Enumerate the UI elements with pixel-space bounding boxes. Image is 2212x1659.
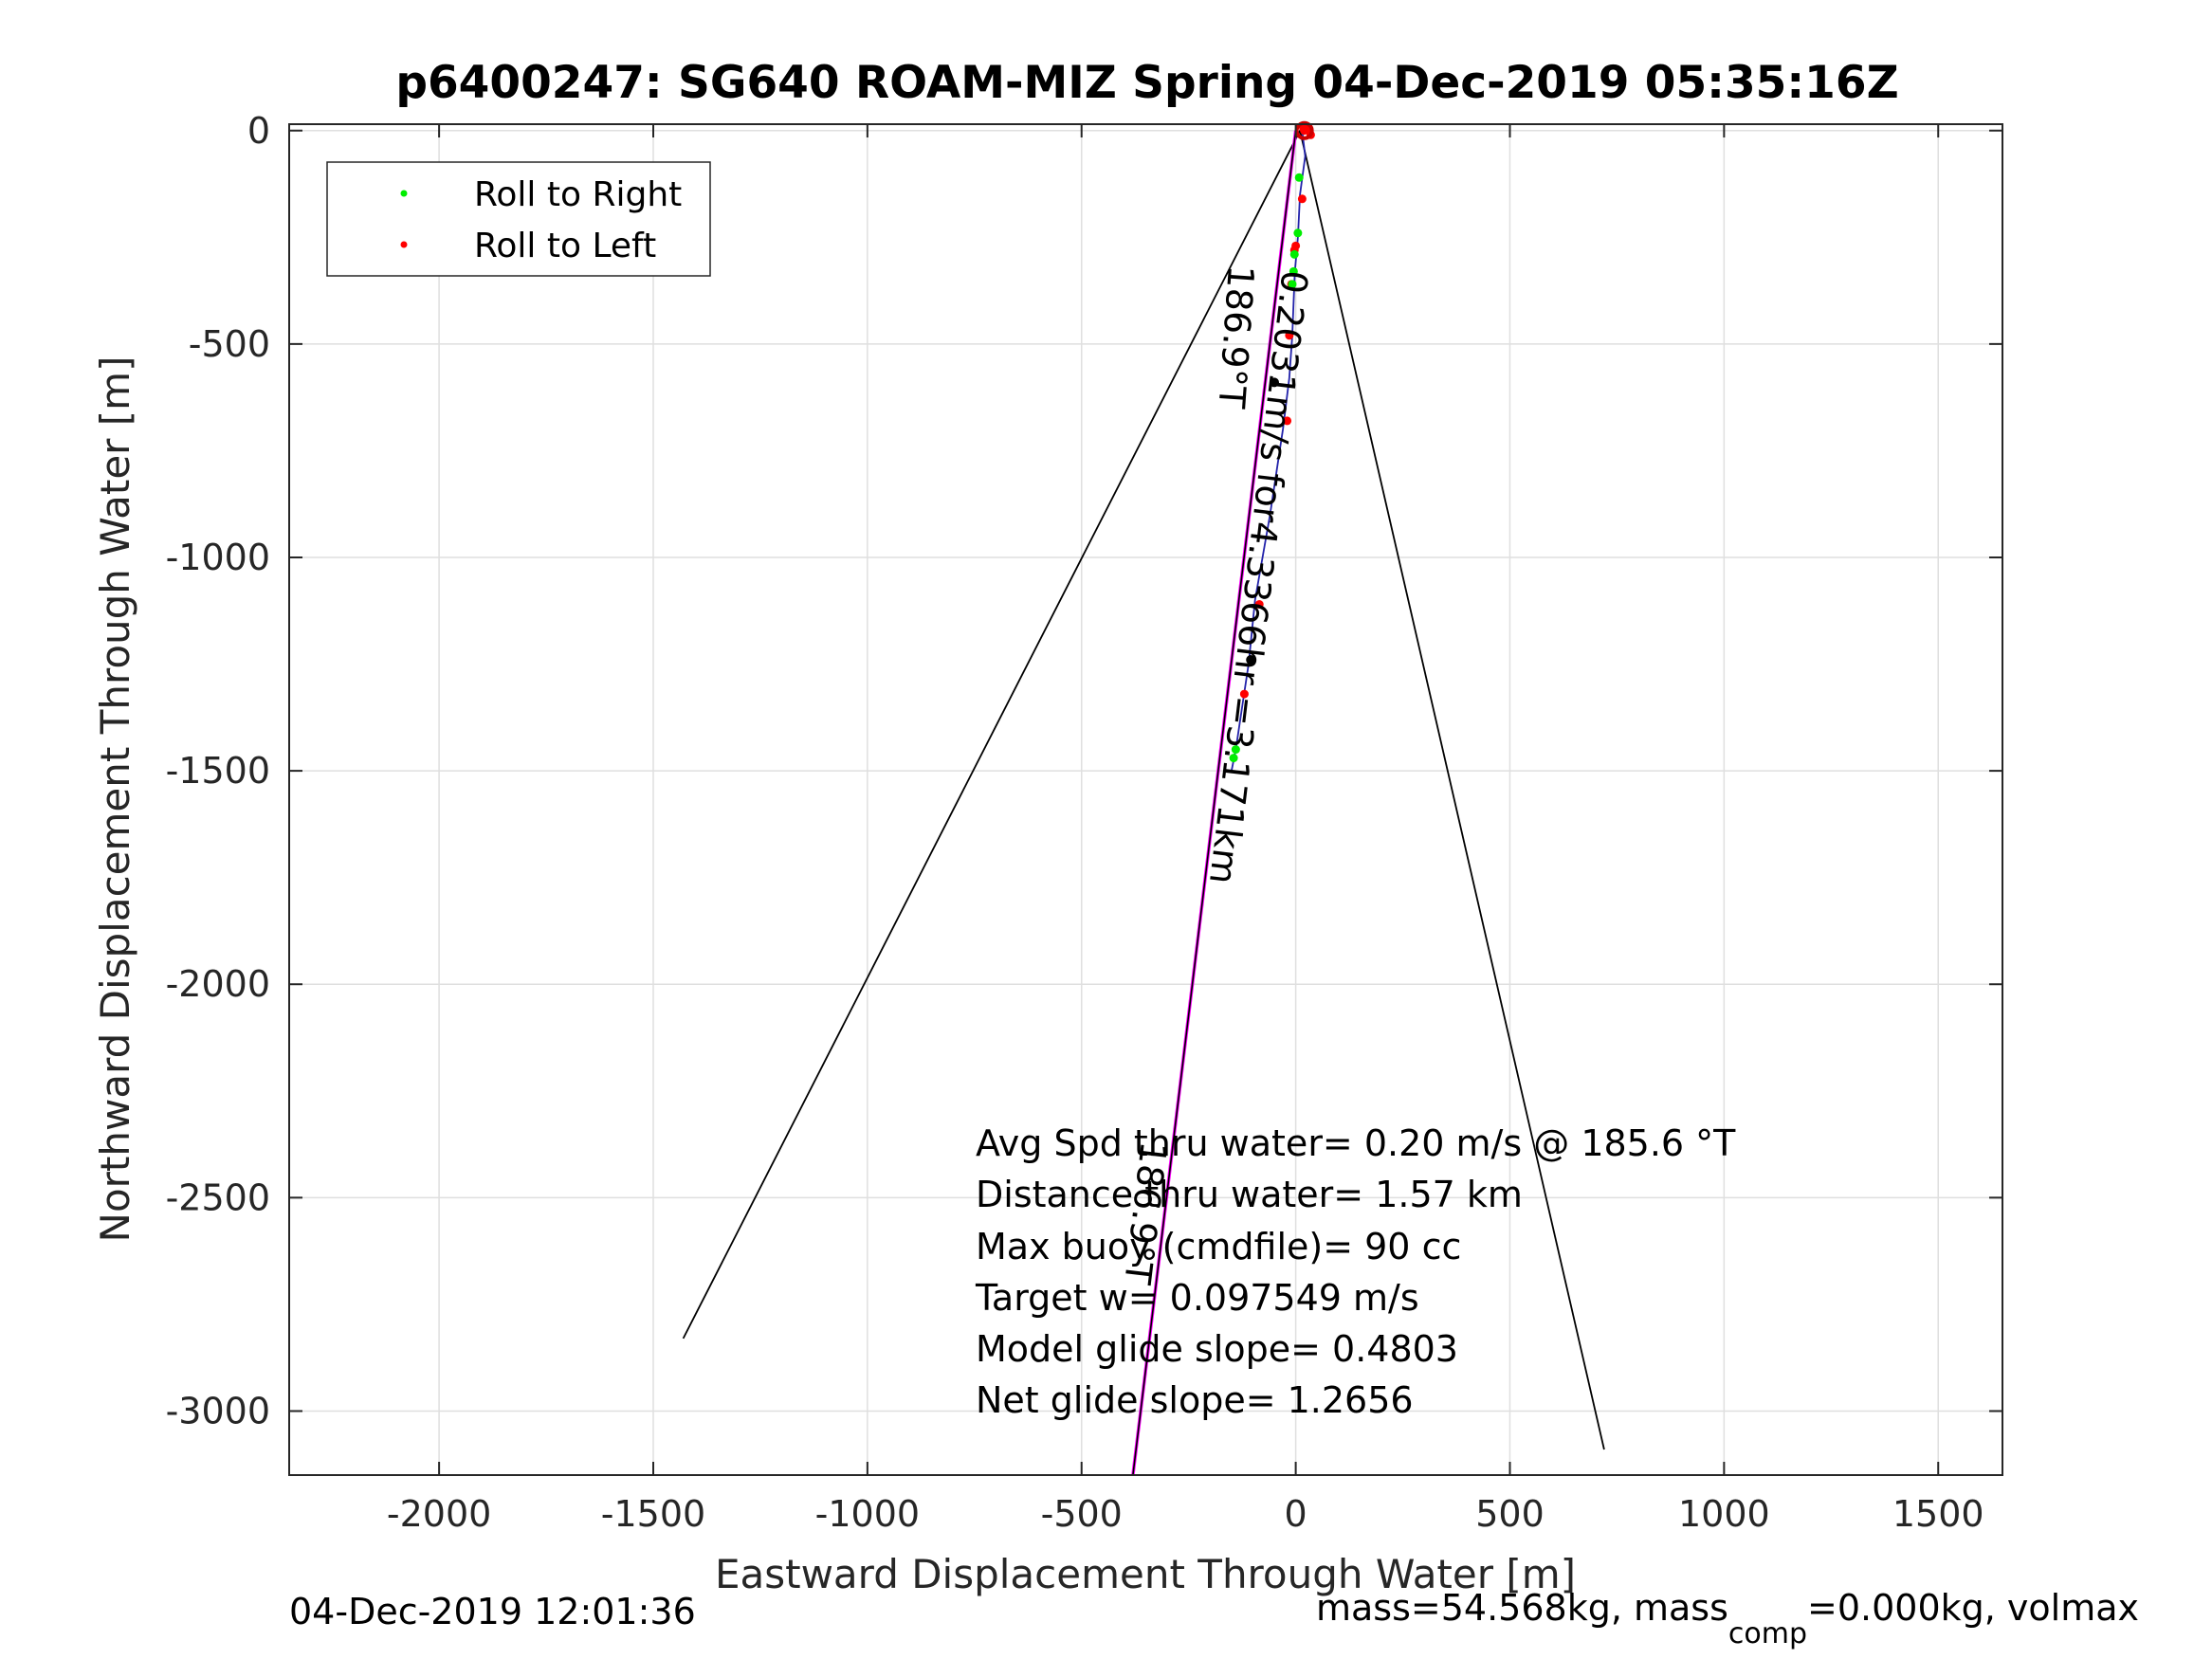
footer-mass-info: mass=54.568kg, masscomp=0.000kg, volmax bbox=[1316, 1587, 2139, 1650]
data-series bbox=[682, 120, 1605, 1476]
start-marker bbox=[1294, 120, 1314, 140]
stat-distance: Distance thru water= 1.57 km bbox=[976, 1174, 1523, 1215]
stat-net-glide: Net glide slope= 1.2656 bbox=[976, 1379, 1414, 1421]
stat-max-buoy: Max buoy (cmdfile)= 90 cc bbox=[976, 1226, 1461, 1267]
track-point bbox=[1270, 377, 1280, 388]
plot-area bbox=[289, 124, 2002, 1475]
grid-lines bbox=[289, 124, 2002, 1475]
track-point bbox=[1246, 655, 1256, 665]
roll-left-point bbox=[1254, 600, 1264, 610]
roll-left-point bbox=[1283, 416, 1292, 426]
roll-right-point bbox=[1288, 280, 1297, 289]
roll-left-point bbox=[1297, 194, 1307, 204]
roll-right-point bbox=[1231, 745, 1240, 755]
x-tick-label: 500 bbox=[1475, 1493, 1545, 1535]
roll-right-point bbox=[1294, 173, 1304, 182]
legend-marker-roll-right bbox=[400, 190, 408, 197]
x-tick-label: -1000 bbox=[815, 1493, 920, 1535]
black-heading-line bbox=[1132, 130, 1297, 1476]
footer-timestamp: 04-Dec-2019 12:01:36 bbox=[289, 1591, 696, 1632]
stats-annotation: Avg Spd thru water= 0.20 m/s @ 185.6 °T … bbox=[975, 1122, 1736, 1421]
x-tick-label: 1500 bbox=[1892, 1493, 1984, 1535]
chart-title: p6400247: SG640 ROAM-MIZ Spring 04-Dec-2… bbox=[395, 57, 1898, 109]
y-tick-label: -500 bbox=[189, 323, 270, 365]
footer-mass-subscript: comp bbox=[1728, 1617, 1807, 1650]
heading-label: 186.9°T bbox=[1210, 264, 1261, 410]
stat-model-glide: Model glide slope= 0.4803 bbox=[976, 1328, 1458, 1370]
x-tick-label: -500 bbox=[1041, 1493, 1123, 1535]
x-tick-label: -2000 bbox=[387, 1493, 491, 1535]
roll-right-point bbox=[1289, 249, 1299, 259]
footer-mass-prefix: mass=54.568kg, mass bbox=[1316, 1587, 1728, 1629]
y-tick-label: -2500 bbox=[166, 1176, 270, 1218]
y-tick-label: -3000 bbox=[166, 1390, 270, 1431]
y-tick-label: -1500 bbox=[166, 750, 270, 792]
roll-right-point bbox=[1229, 754, 1238, 763]
plot-legend: Roll to Right Roll to Left bbox=[326, 161, 711, 277]
y-axis-label: Northward Displacement Through Water [m] bbox=[92, 356, 138, 1243]
footer-mass-suffix: =0.000kg, volmax bbox=[1807, 1587, 2139, 1629]
roll-right-point bbox=[1293, 228, 1303, 238]
roll-right-point bbox=[1289, 266, 1298, 276]
stat-target-w: Target w= 0.097549 m/s bbox=[975, 1277, 1419, 1319]
x-tick-label: 0 bbox=[1285, 1493, 1307, 1535]
y-tick-label: 0 bbox=[247, 110, 270, 152]
legend-label-roll-right: Roll to Right bbox=[474, 175, 682, 214]
y-tick-label: -1000 bbox=[166, 537, 270, 578]
x-axis-label: Eastward Displacement Through Water [m] bbox=[715, 1551, 1576, 1597]
y-axis-ticks: 0 -500 -1000 -1500 -2000 -2500 -3000 bbox=[166, 110, 2002, 1431]
legend-box bbox=[326, 161, 711, 277]
stat-avg-speed: Avg Spd thru water= 0.20 m/s @ 185.6 °T bbox=[976, 1122, 1736, 1164]
x-tick-label: -1500 bbox=[601, 1493, 705, 1535]
legend-marker-roll-left bbox=[400, 241, 408, 248]
legend-label-roll-left: Roll to Left bbox=[474, 227, 656, 265]
plot-frame bbox=[288, 123, 2003, 1476]
x-axis-ticks: -2000 -1500 -1000 -500 0 500 1000 1500 bbox=[387, 124, 1984, 1535]
roll-left-point bbox=[1239, 689, 1249, 699]
x-tick-label: 1000 bbox=[1678, 1493, 1770, 1535]
roll-left-point bbox=[1285, 331, 1294, 340]
y-tick-label: -2000 bbox=[166, 963, 270, 1005]
